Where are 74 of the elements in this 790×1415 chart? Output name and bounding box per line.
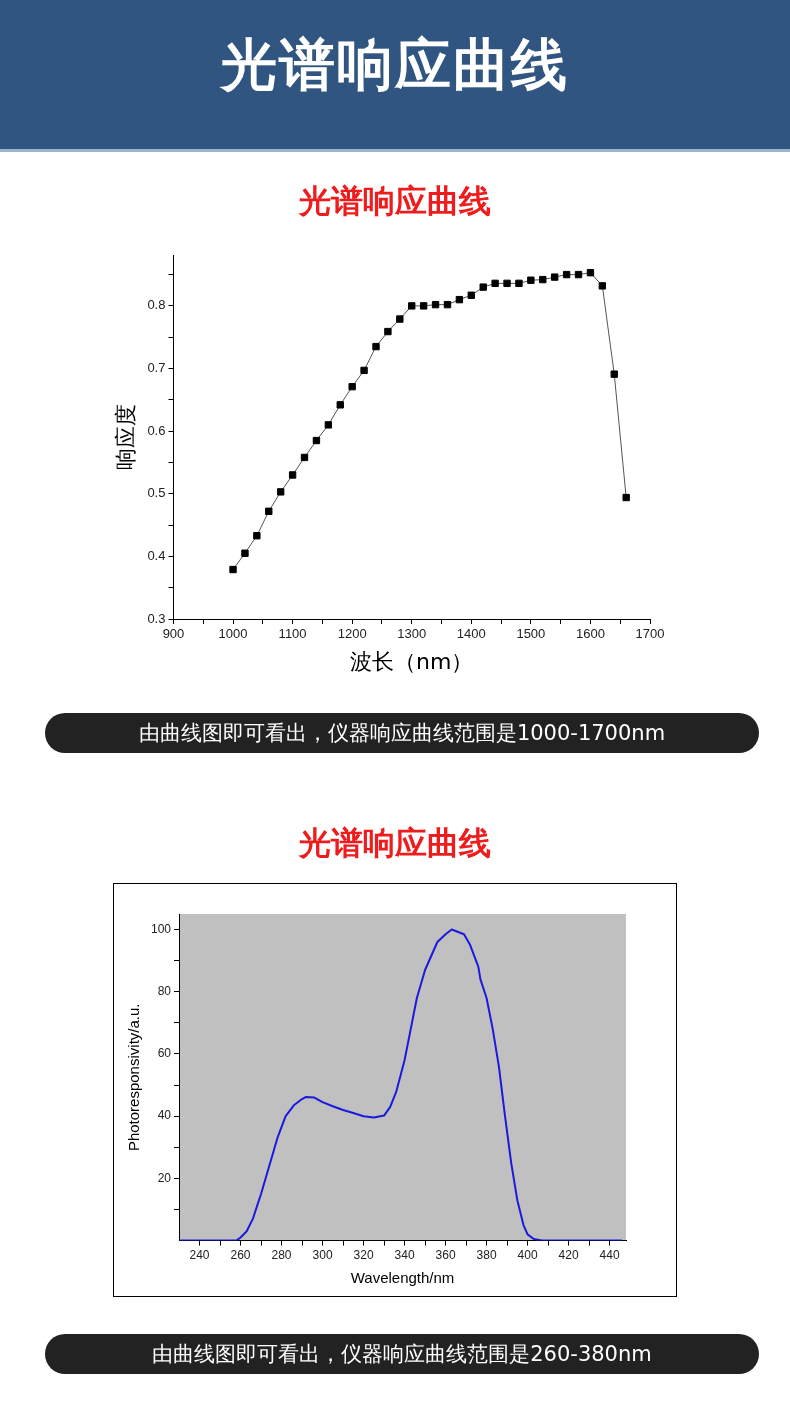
point <box>467 291 475 299</box>
point <box>372 342 380 351</box>
x-tick-label: 1200 <box>337 626 367 642</box>
x-tick-label: 1500 <box>516 626 546 642</box>
point <box>265 507 273 515</box>
point <box>586 269 595 277</box>
point <box>419 302 428 310</box>
x-tick-label: 380 <box>476 1248 497 1263</box>
text: 由曲线图即可看出，仪器响应曲线范围是260-380nm <box>45 1334 759 1374</box>
point <box>574 270 583 279</box>
point <box>241 549 249 557</box>
point <box>622 493 630 502</box>
x-tick-label: 340 <box>394 1248 415 1263</box>
x-tick-label: 280 <box>271 1248 292 1263</box>
point <box>479 283 487 291</box>
x-tick-label: 1100 <box>278 626 307 642</box>
y-tick-label: 0.8 <box>147 297 166 313</box>
point <box>598 282 607 290</box>
x-tick-label: 320 <box>353 1248 374 1263</box>
point <box>336 401 344 409</box>
x-tick-label: 400 <box>517 1248 538 1263</box>
y-tick-label: 0.7 <box>147 360 166 376</box>
chart-title: 光谱响应曲线 <box>297 823 492 864</box>
point <box>384 327 392 336</box>
x-tick-label: 440 <box>599 1248 620 1263</box>
point <box>396 315 404 323</box>
x-tick-label: 1400 <box>456 626 486 642</box>
point <box>491 279 499 288</box>
y-tick-label: 0.6 <box>147 422 166 438</box>
y-axis-title: 响应度 <box>112 404 138 471</box>
x-axis-title: 波长（nm） <box>350 648 474 674</box>
y-tick-label: 0.3 <box>147 610 166 626</box>
point <box>610 370 618 378</box>
point <box>324 421 333 429</box>
point <box>527 276 535 284</box>
chart-subtitle: 光谱响应曲线 <box>297 181 492 222</box>
text: 由曲线图即可看出，仪器响应曲线范围是1000-1700nm <box>45 713 759 753</box>
x-tick-label: 1300 <box>397 626 427 642</box>
point <box>348 383 356 391</box>
point <box>229 565 237 574</box>
point <box>562 270 571 279</box>
point <box>312 436 321 445</box>
x-tick-label: 240 <box>189 1248 210 1263</box>
point <box>300 453 309 462</box>
y-tick-label: 0.5 <box>147 485 166 501</box>
y-tick-label: 40 <box>157 1108 172 1123</box>
y-tick-label: 20 <box>157 1170 172 1185</box>
point <box>253 532 261 540</box>
point <box>431 300 440 309</box>
point <box>443 300 452 309</box>
y-tick-label: 0.4 <box>147 547 166 563</box>
x-tick-label: 420 <box>558 1248 579 1263</box>
x-tick-label: 300 <box>312 1248 333 1263</box>
point <box>551 273 559 281</box>
point <box>455 295 464 304</box>
point <box>515 279 523 288</box>
y-tick-label: 60 <box>157 1046 172 1061</box>
chart-title: 光谱响应曲线 <box>219 31 570 99</box>
x-axis-title: Wavelength/nm <box>350 1269 455 1287</box>
x-tick-label: 260 <box>230 1248 251 1263</box>
y-tick-label: 100 <box>150 921 172 936</box>
point <box>539 275 547 284</box>
x-tick-label: 1700 <box>635 626 665 642</box>
point <box>277 488 285 496</box>
point <box>360 366 368 375</box>
point <box>503 279 511 288</box>
x-tick-label: 1000 <box>218 626 248 642</box>
point <box>288 471 297 479</box>
y-axis-title: Photoresponsivity/a.u. <box>125 1003 143 1152</box>
x-tick-label: 360 <box>435 1248 456 1263</box>
x-tick-label: 900 <box>162 626 185 642</box>
point <box>408 302 416 310</box>
x-tick-label: 1600 <box>575 626 605 642</box>
y-tick-label: 80 <box>157 984 172 999</box>
